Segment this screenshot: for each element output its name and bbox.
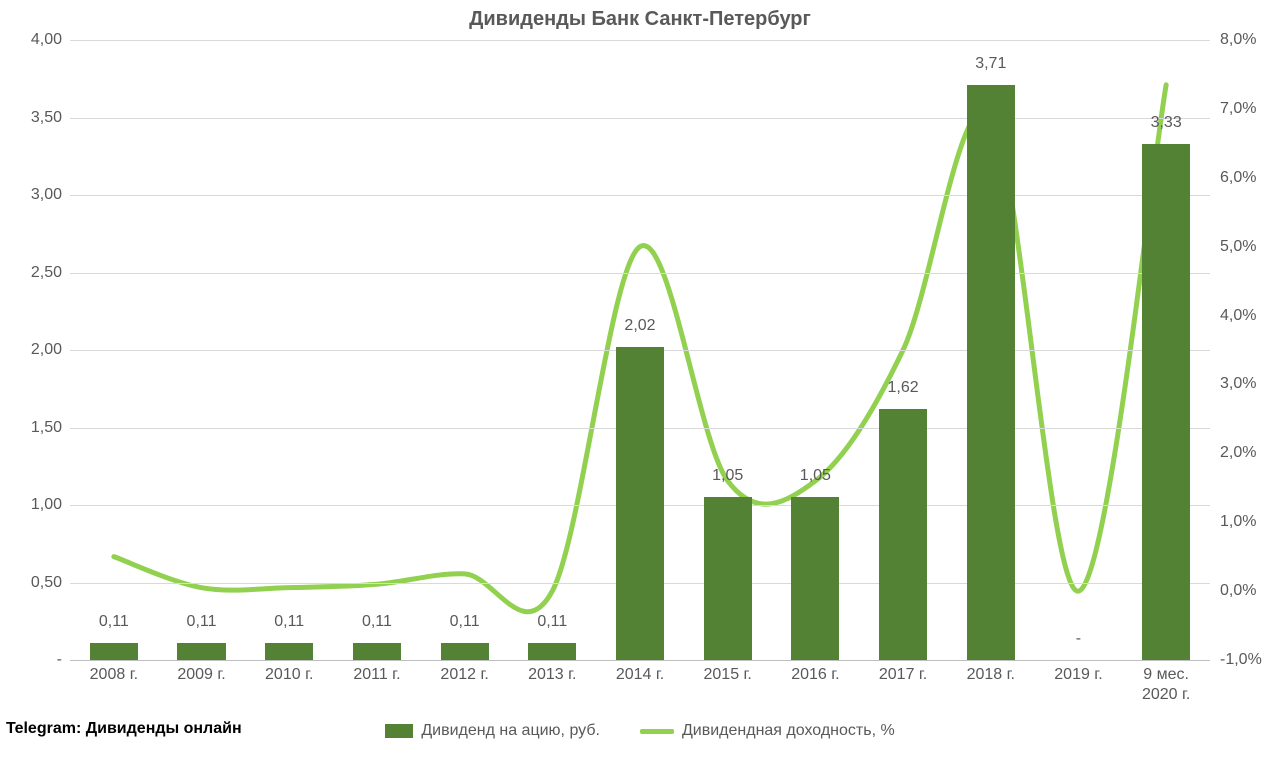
ytick-left: 3,50: [0, 109, 62, 127]
bar: [616, 347, 664, 660]
legend-label-line: Дивидендная доходность, %: [682, 722, 895, 740]
bar: [90, 643, 138, 660]
bar: [791, 497, 839, 660]
bar: [441, 643, 489, 660]
ytick-right: 6,0%: [1220, 169, 1275, 187]
bar: [265, 643, 313, 660]
bar-value-label: 1,05: [712, 467, 743, 485]
ytick-left: 0,50: [0, 574, 62, 592]
ytick-left: 4,00: [0, 31, 62, 49]
plot-area: 0,11 0,11 0,11 0,11 0,11 0,11 2,02 1,05 1,05 1,62…: [70, 40, 1210, 661]
ytick-left: 1,50: [0, 419, 62, 437]
bar: [1142, 144, 1190, 660]
bar-value-label: 0,11: [362, 613, 392, 631]
xtick: 2014 г.: [616, 665, 664, 685]
ytick-left: 3,00: [0, 186, 62, 204]
dividend-chart: Дивиденды Банк Санкт-Петербург - 0,50 1,00…: [0, 0, 1280, 762]
ytick-right: -1,0%: [1220, 651, 1275, 669]
ytick-right: 1,0%: [1220, 513, 1275, 531]
ytick-right: 7,0%: [1220, 100, 1275, 118]
legend-item-line: Дивидендная доходность, %: [640, 722, 895, 740]
xtick: 2010 г.: [265, 665, 313, 685]
bar: [528, 643, 576, 660]
gridline: [70, 195, 1210, 196]
bar-value-label: 1,05: [800, 467, 831, 485]
ytick-right: 4,0%: [1220, 307, 1275, 325]
bar-value-label: 0,11: [450, 613, 480, 631]
ytick-left: 1,00: [0, 496, 62, 514]
gridline: [70, 118, 1210, 119]
xtick: 2008 г.: [90, 665, 138, 685]
xtick: 2009 г.: [177, 665, 225, 685]
bar-value-label: 3,71: [975, 55, 1006, 73]
bar: [177, 643, 225, 660]
legend-label-bar: Дивиденд на ацию, руб.: [421, 722, 600, 740]
bar-value-label: 0,11: [537, 613, 567, 631]
ytick-left: 2,50: [0, 264, 62, 282]
legend-item-bar: Дивиденд на ацию, руб.: [385, 722, 600, 740]
legend-swatch-line: [640, 729, 674, 734]
xtick: 2018 г.: [967, 665, 1015, 685]
ytick-right: 2,0%: [1220, 444, 1275, 462]
xtick: 2013 г.: [528, 665, 576, 685]
gridline: [70, 40, 1210, 41]
bar-value-label: 1,62: [887, 379, 918, 397]
xtick: 2017 г.: [879, 665, 927, 685]
ytick-left: 2,00: [0, 341, 62, 359]
footer-attribution: Telegram: Дивиденды онлайн: [6, 720, 242, 738]
xtick: 2012 г.: [440, 665, 488, 685]
ytick-right: 3,0%: [1220, 375, 1275, 393]
bar-value-label: -: [1076, 630, 1081, 648]
legend-swatch-bar: [385, 724, 413, 738]
bar-value-label: 0,11: [99, 613, 129, 631]
ytick-right: 0,0%: [1220, 582, 1275, 600]
bar-value-label: 3,33: [1151, 114, 1182, 132]
ytick-right: 8,0%: [1220, 31, 1275, 49]
bar: [704, 497, 752, 660]
xtick: 2011 г.: [353, 665, 400, 685]
chart-title: Дивиденды Банк Санкт-Петербург: [0, 8, 1280, 31]
gridline: [70, 273, 1210, 274]
xtick: 2019 г.: [1054, 665, 1102, 685]
ytick-right: 5,0%: [1220, 238, 1275, 256]
xtick: 9 мес.2020 г.: [1142, 665, 1190, 705]
bar: [353, 643, 401, 660]
bar-value-label: 0,11: [274, 613, 304, 631]
xtick: 2015 г.: [704, 665, 752, 685]
bar-value-label: 2,02: [624, 317, 655, 335]
bar: [967, 85, 1015, 660]
bar: [879, 409, 927, 660]
bar-value-label: 0,11: [187, 613, 217, 631]
xtick: 2016 г.: [791, 665, 839, 685]
ytick-left: -: [0, 651, 62, 669]
